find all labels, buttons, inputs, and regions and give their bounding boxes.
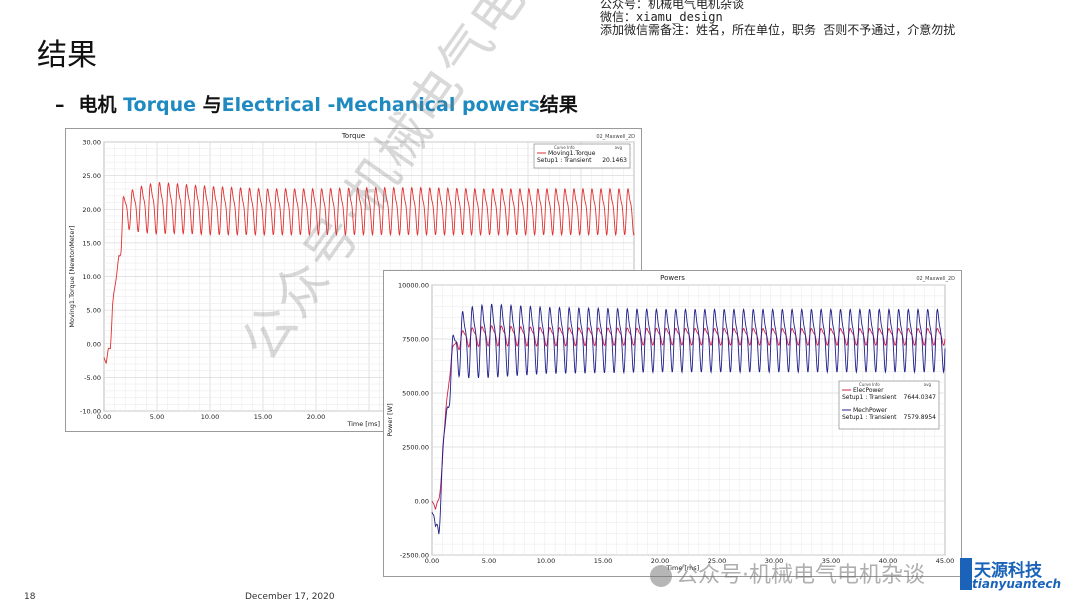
header-note: 公众号：机械电气电机杂谈 微信：xiamu_design 添加微信需备注：姓名，所在… [600,0,955,37]
series-line [103,181,635,364]
legend-head-left: Curve Info [859,382,880,387]
y-axis-label: Power [W] [386,403,394,436]
x-axis-label: Time [ms] [346,420,380,428]
x-tick-label: 15.00 [594,557,613,565]
chart-corner-label: 02_Maxwell_2D [916,276,955,282]
y-tick-label: 30.00 [82,139,101,147]
x-tick-label: 20.00 [651,557,670,565]
page-number: 18 [24,592,36,602]
y-tick-label: 7500.00 [402,336,429,344]
x-tick-label: 45.00 [936,557,955,565]
x-tick-label: 25.00 [708,557,727,565]
x-tick-label: 5.00 [482,557,496,565]
subtitle-part2: 与 [196,94,222,116]
logo-mark-icon [960,558,972,590]
y-tick-label: 25.00 [82,172,101,180]
legend-box [838,380,940,430]
x-tick-label: 40.00 [879,557,898,565]
powers-plot-window: Powers 02_Maxwell_2D -2500.00 0.00 2500.00 50… [383,270,962,577]
x-tick-label: 10.00 [201,413,220,421]
y-tick-label: -10.00 [80,408,101,416]
x-tick-label: 20.00 [307,413,326,421]
y-tick-label: 0.00 [87,340,101,348]
legend-entry-sub: Setup1 : Transient [842,394,897,401]
x-tick-label: 15.00 [254,413,273,421]
legend-entry-sub: Setup1 : Transient [842,414,897,421]
y-tick-label: 0.00 [415,498,429,506]
chart-corner-label: 02_Maxwell_2D [596,134,635,140]
y-tick-label: 5000.00 [402,390,429,398]
y-tick-label: 5.00 [87,307,101,315]
powers-chart: Powers 02_Maxwell_2D-2500.000.002500.0050… [386,274,955,572]
legend-head-right: avg [615,145,623,150]
header-note-line2: 微信：xiamu_design [600,10,723,24]
x-tick-label: 0.00 [97,413,111,421]
y-axis-label: Moving1.Torque [NewtonMeter] [68,225,76,327]
x-tick-label: 0.00 [425,557,439,565]
legend-box [533,143,631,169]
y-tick-label: 10000.00 [398,282,429,290]
slide-title: 结果 [37,38,97,73]
legend-entry-value: 7644.0347 [904,394,937,401]
series-line [431,325,946,510]
y-tick-label: -5.00 [84,374,101,382]
subtitle-part1: 电机 [78,94,124,116]
subtitle-highlight-powers: Electrical -Mechanical powers [221,94,540,116]
x-axis-label: Time [ms] [665,564,699,572]
subtitle-part3: 结果 [539,94,578,116]
y-tick-label: 20.00 [82,206,101,214]
subtitle-highlight-torque: Torque [123,94,196,116]
header-note-line3: 添加微信需备注：姓名，所在单位，职务 否则不予通过，介意勿扰 [600,23,956,37]
logo-cn: 天源科技 [974,561,1042,581]
series-line [431,303,946,535]
x-tick-label: 5.00 [150,413,164,421]
legend-head-left: Curve Info [554,145,575,150]
y-tick-label: 2500.00 [402,444,429,452]
header-note-line1: 公众号：机械电气电机杂谈 [600,0,745,11]
logo-en: tianyuantech [972,577,1062,591]
legend-entry-name: ElecPower [853,387,884,394]
x-tick-label: 30.00 [765,557,784,565]
subtitle-dash: – [55,94,65,116]
legend-entry-name: MechPower [853,407,888,414]
y-tick-label: -2500.00 [400,552,429,560]
y-tick-label: 15.00 [82,239,101,247]
x-tick-label: 35.00 [822,557,841,565]
legend-entry-value: 20.1463 [602,157,627,164]
slide-date: December 17, 2020 [245,592,335,602]
y-tick-label: 10.00 [82,273,101,281]
chart-title: Powers [660,274,685,282]
legend-entry-name: Moving1.Torque [548,150,596,157]
legend-entry-sub: Setup1 : Transient [537,157,592,164]
chart-title: Torque [341,132,365,140]
x-tick-label: 10.00 [537,557,556,565]
company-logo: 天源科技 tianyuantech [960,556,1070,596]
slide-subtitle: – 电机 Torque 与Electrical -Mechanical power… [55,90,578,117]
legend-entry-value: 7579.8954 [904,414,937,421]
legend-head-right: avg [924,382,932,387]
